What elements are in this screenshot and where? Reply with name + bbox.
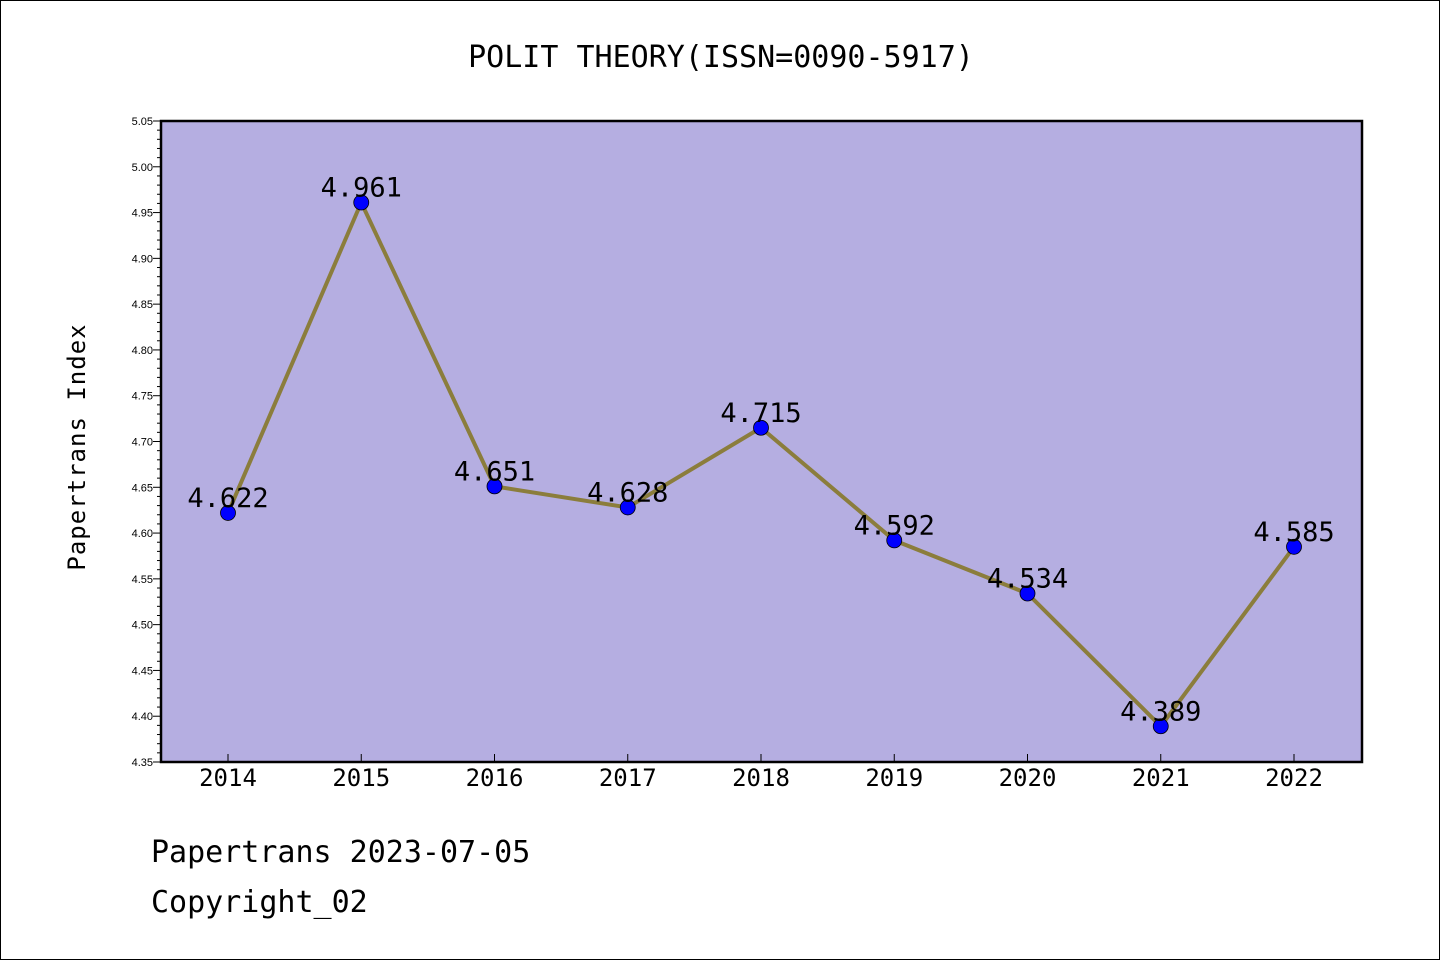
x-tick-label: 2021 [1132,764,1190,792]
data-label: 4.715 [720,398,801,429]
data-point [1019,585,1036,602]
x-tick-label: 2017 [599,764,657,792]
data-label: 4.592 [854,510,935,541]
data-point [886,532,903,549]
y-tick-label: 4.50 [132,620,153,632]
plot-area [161,121,1362,762]
y-tick-label: 4.85 [132,299,153,311]
data-point [486,478,503,495]
x-tick-label: 2014 [199,764,257,792]
axes: 4.35 4.40 4.45 4.50 4.55 4.60 4.65 4.70 4.75 4.80… [132,116,1323,792]
x-tick-label: 2020 [999,764,1057,792]
x-tick-label: 2022 [1265,764,1323,792]
data-point [220,505,236,521]
data-point [353,194,370,211]
y-axis-label: Papertrans Index [63,323,91,570]
data-label: 4.534 [987,564,1068,595]
y-tick-label: 4.80 [132,345,153,357]
y-tick-label: 4.65 [132,482,153,494]
footer-date: Papertrans 2023-07-05 [151,835,531,870]
y-tick-label: 4.45 [132,665,153,677]
y-tick-label: 4.35 [132,757,153,769]
footer-copyright: Copyright_02 [151,885,368,920]
y-tick-label: 4.70 [132,437,153,449]
data-label: 4.622 [187,483,268,514]
x-tick-label: 2019 [865,764,923,792]
y-tick-label: 5.00 [132,162,153,174]
x-tick-label: 2016 [466,764,524,792]
y-tick-label: 4.90 [132,253,153,265]
y-tick-label: 5.05 [132,116,153,128]
plot-border [159,119,1364,764]
y-tick-label: 4.40 [132,711,153,723]
x-tick-label: 2015 [332,764,390,792]
data-point [1152,718,1169,735]
series-layer: 4.622 4.961 4.651 4.628 4.715 4.592 4.534 4.389… [187,172,1335,735]
y-tick-label: 4.55 [132,574,153,586]
data-label: 4.585 [1253,517,1334,548]
y-tick-label: 4.75 [132,391,153,403]
data-label: 4.961 [321,172,402,203]
data-label: 4.651 [454,456,535,487]
y-tick-label: 4.95 [132,208,153,220]
x-tick-label: 2018 [732,764,790,792]
data-label: 4.628 [587,477,668,508]
data-point [1286,538,1302,555]
data-point [619,499,636,516]
chart-title: POLIT THEORY(ISSN=0090-5917) [468,40,974,75]
y-tick-label: 4.60 [132,528,153,540]
data-label: 4.389 [1120,696,1201,727]
data-point [753,419,769,436]
